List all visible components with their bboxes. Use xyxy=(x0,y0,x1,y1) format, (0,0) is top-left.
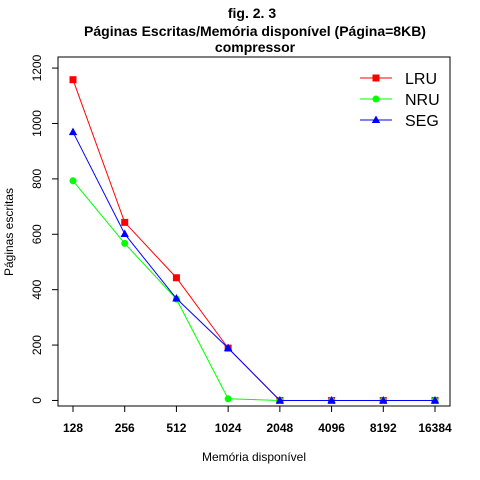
x-tick-label: 8192 xyxy=(370,421,397,435)
data-point-seg xyxy=(172,294,181,302)
legend-item-lru: LRU xyxy=(360,71,437,88)
x-axis-label: Memória disponível xyxy=(202,450,306,464)
x-tick-label: 1024 xyxy=(215,421,242,435)
data-point-seg xyxy=(379,395,388,404)
x-tick-label: 256 xyxy=(115,421,135,435)
data-point-seg xyxy=(68,127,78,136)
data-point-lru xyxy=(172,274,180,282)
data-point-lru xyxy=(69,76,77,84)
series-seg xyxy=(68,127,440,404)
data-point-seg xyxy=(120,229,129,237)
legend-marker-seg xyxy=(371,115,381,123)
data-point-nru xyxy=(121,239,129,247)
chart-title: fig. 2. 3 xyxy=(228,5,276,21)
series-line-seg xyxy=(72,131,435,401)
x-tick-label: 512 xyxy=(166,421,186,435)
data-point-seg xyxy=(430,395,440,404)
y-tick-label: 600 xyxy=(30,224,44,244)
legend-marker-lru xyxy=(372,74,380,82)
x-tick-label: 2048 xyxy=(267,421,294,435)
y-tick-label: 1200 xyxy=(30,54,44,81)
legend-label-seg: SEG xyxy=(405,113,439,130)
y-tick-label: 0 xyxy=(30,397,44,404)
y-axis: 0 200 400 600 800 1000 1200 xyxy=(30,54,58,404)
y-tick-label: 200 xyxy=(30,335,44,355)
legend: LRU NRU SEG xyxy=(360,71,440,130)
data-point-nru xyxy=(69,177,77,185)
data-point-lru xyxy=(121,218,129,226)
y-tick-label: 800 xyxy=(30,169,44,189)
legend-label-nru: NRU xyxy=(405,92,440,109)
data-point-nru xyxy=(224,395,232,403)
data-point-seg xyxy=(275,395,285,404)
x-axis: 128 256 512 1024 2048 4096 8192 16384 xyxy=(63,406,452,435)
chart-subtitle-line-1: Páginas Escritas/Memória disponível (Pág… xyxy=(84,23,426,39)
legend-item-seg: SEG xyxy=(360,113,439,130)
legend-marker-nru xyxy=(372,95,380,103)
y-axis-label: Páginas escritas xyxy=(2,188,16,276)
x-tick-label: 128 xyxy=(63,421,83,435)
y-tick-label: 400 xyxy=(30,279,44,299)
x-tick-label: 16384 xyxy=(418,421,452,435)
legend-item-nru: NRU xyxy=(360,92,440,109)
chart-subtitle-line-2: compressor xyxy=(215,39,296,55)
y-tick-label: 1000 xyxy=(30,110,44,137)
plot-frame xyxy=(57,56,451,407)
legend-label-lru: LRU xyxy=(405,71,437,88)
data-point-seg xyxy=(223,343,233,352)
series-layer xyxy=(68,76,440,404)
data-point-seg xyxy=(327,395,336,404)
x-tick-label: 4096 xyxy=(318,421,345,435)
